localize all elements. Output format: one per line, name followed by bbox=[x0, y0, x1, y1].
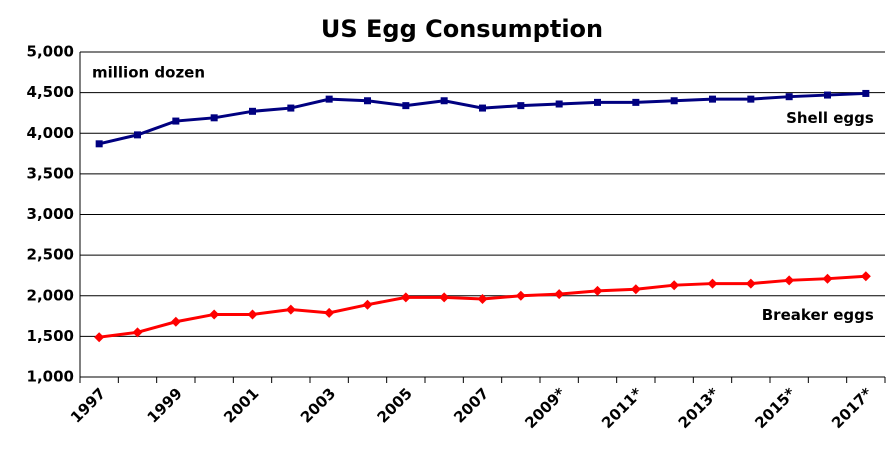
y-tick-label: 2,500 bbox=[27, 246, 74, 264]
marker bbox=[402, 102, 410, 110]
marker bbox=[479, 104, 486, 112]
x-tick-label: 2011* bbox=[598, 384, 646, 432]
y-tick-label: 1,500 bbox=[27, 327, 74, 345]
marker bbox=[515, 290, 526, 301]
series-label: Breaker eggs bbox=[762, 306, 874, 324]
unit-annotation: million dozen bbox=[92, 64, 205, 82]
y-tick-label: 4,500 bbox=[27, 83, 74, 101]
x-tick-label: 2013* bbox=[675, 384, 723, 432]
marker bbox=[785, 93, 793, 101]
marker bbox=[172, 117, 180, 125]
chart-title: US Egg Consumption bbox=[321, 15, 603, 43]
marker bbox=[247, 309, 258, 320]
marker bbox=[822, 273, 833, 284]
marker bbox=[477, 294, 488, 304]
marker bbox=[745, 278, 756, 289]
y-tick-label: 2,000 bbox=[27, 286, 74, 304]
series-label: Shell eggs bbox=[786, 109, 874, 127]
marker bbox=[440, 97, 448, 105]
marker bbox=[784, 275, 795, 286]
x-tick-label: 2005 bbox=[374, 384, 416, 426]
marker bbox=[362, 299, 373, 310]
marker bbox=[747, 95, 755, 103]
marker bbox=[632, 98, 640, 106]
marker bbox=[707, 278, 718, 289]
x-tick-label: 1997 bbox=[67, 384, 109, 426]
marker bbox=[95, 140, 103, 148]
marker bbox=[400, 292, 411, 303]
x-tick-label: 1999 bbox=[144, 384, 186, 426]
y-tick-label: 4,000 bbox=[27, 124, 74, 142]
x-tick-label: 2017* bbox=[828, 384, 876, 432]
y-tick-label: 5,000 bbox=[27, 43, 74, 61]
y-tick-label: 1,000 bbox=[27, 368, 74, 386]
marker bbox=[285, 304, 296, 315]
marker bbox=[94, 332, 105, 343]
marker bbox=[210, 114, 218, 122]
marker bbox=[592, 285, 603, 296]
marker bbox=[630, 284, 641, 295]
x-tick-label: 2009* bbox=[521, 384, 569, 432]
x-tick-label: 2003 bbox=[297, 384, 339, 426]
x-tick-label: 2001 bbox=[220, 384, 262, 426]
marker bbox=[669, 280, 680, 291]
marker bbox=[364, 97, 371, 105]
marker bbox=[134, 131, 141, 139]
y-tick-label: 3,500 bbox=[27, 164, 74, 182]
marker bbox=[209, 309, 220, 320]
marker bbox=[555, 100, 563, 108]
marker bbox=[862, 89, 870, 97]
marker bbox=[554, 289, 565, 300]
x-tick-label: 2007 bbox=[450, 384, 492, 426]
marker bbox=[287, 104, 295, 112]
marker bbox=[249, 107, 256, 115]
marker bbox=[324, 307, 335, 318]
marker bbox=[439, 292, 450, 303]
marker bbox=[594, 98, 601, 106]
marker bbox=[325, 95, 333, 103]
y-tick-label: 3,000 bbox=[27, 205, 74, 223]
marker bbox=[670, 97, 678, 105]
marker bbox=[170, 316, 181, 327]
marker bbox=[824, 91, 831, 99]
marker bbox=[709, 95, 716, 103]
marker bbox=[132, 327, 143, 338]
marker bbox=[517, 102, 525, 110]
x-tick-label: 2015* bbox=[751, 384, 799, 432]
marker bbox=[860, 271, 871, 282]
